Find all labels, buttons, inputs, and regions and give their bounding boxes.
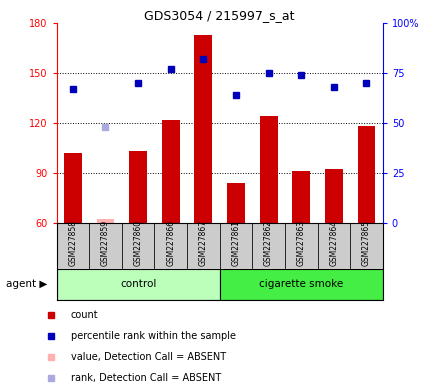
- Text: GSM227864: GSM227864: [329, 220, 338, 266]
- Bar: [56, 223, 89, 269]
- Bar: [89, 223, 122, 269]
- Bar: [219, 223, 252, 269]
- Bar: [227, 183, 244, 223]
- Text: cigarette smoke: cigarette smoke: [259, 279, 342, 289]
- Text: control: control: [120, 279, 156, 289]
- Bar: [122, 223, 154, 269]
- Text: GSM227863: GSM227863: [296, 220, 305, 266]
- Bar: [64, 153, 82, 223]
- Text: GSM227861: GSM227861: [231, 220, 240, 266]
- Bar: [129, 151, 147, 223]
- Bar: [317, 223, 349, 269]
- Bar: [161, 119, 179, 223]
- Text: GSM227865: GSM227865: [361, 220, 370, 266]
- Bar: [194, 35, 212, 223]
- Bar: [187, 223, 219, 269]
- Text: GSM227859: GSM227859: [101, 220, 110, 266]
- Title: GDS3054 / 215997_s_at: GDS3054 / 215997_s_at: [144, 9, 294, 22]
- Bar: [292, 171, 309, 223]
- Bar: [324, 169, 342, 223]
- Bar: [96, 219, 114, 223]
- Text: agent ▶: agent ▶: [7, 279, 48, 289]
- Text: rank, Detection Call = ABSENT: rank, Detection Call = ABSENT: [71, 373, 220, 383]
- Bar: [56, 269, 219, 300]
- Text: GSM227867: GSM227867: [198, 220, 207, 266]
- Text: count: count: [71, 310, 98, 320]
- Bar: [259, 116, 277, 223]
- Bar: [252, 223, 284, 269]
- Bar: [154, 223, 187, 269]
- Text: percentile rank within the sample: percentile rank within the sample: [71, 331, 235, 341]
- Text: value, Detection Call = ABSENT: value, Detection Call = ABSENT: [71, 352, 225, 362]
- Bar: [284, 223, 317, 269]
- Text: GSM227862: GSM227862: [263, 220, 273, 266]
- Text: GSM227866: GSM227866: [166, 220, 175, 266]
- Bar: [219, 269, 382, 300]
- Bar: [357, 126, 375, 223]
- Bar: [349, 223, 382, 269]
- Text: GSM227858: GSM227858: [68, 220, 77, 266]
- Text: GSM227860: GSM227860: [133, 220, 142, 266]
